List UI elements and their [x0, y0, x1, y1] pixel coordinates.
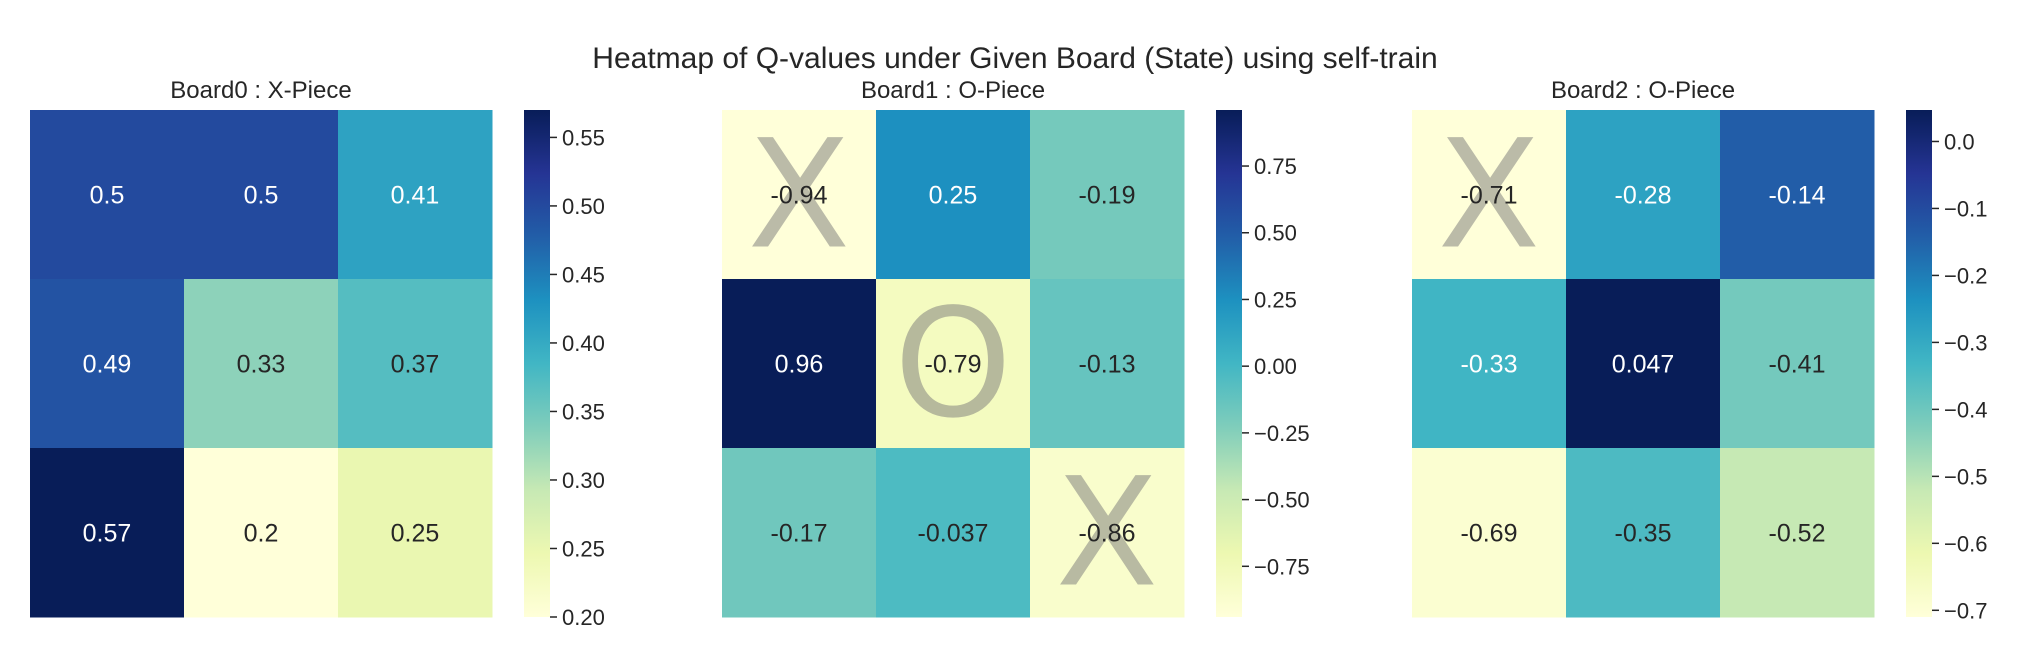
x-piece-mark: X — [1438, 109, 1541, 283]
colorbar-tick-label: 0.35 — [562, 399, 605, 424]
heatmap-cell — [876, 448, 1031, 618]
colorbar-tick-label: 0.25 — [562, 536, 605, 561]
cell-value-label: -0.037 — [918, 520, 989, 548]
colorbar-tick-label: −0.50 — [1254, 488, 1310, 513]
heatmap-panel-0: Board0 : X-Piece 0.5 0.5 0.41 0.49 0.33 0.37 0.… — [30, 77, 605, 630]
colorbar-tick-label: −0.1 — [1944, 196, 1987, 221]
colorbar-tick-label: 0.50 — [1254, 221, 1297, 246]
cell-value-label: -0.86 — [1079, 520, 1136, 548]
heatmap-cell — [338, 448, 493, 618]
heatmap-panel-2: Board2 : O-Piece X-0.71 -0.28 -0.14 -0.33 0.0… — [1412, 77, 1987, 623]
heatmap-cell — [1720, 279, 1875, 449]
colorbar — [1906, 110, 1932, 617]
heatmap-cell — [184, 110, 339, 280]
cell-value-label: 0.2 — [244, 520, 279, 548]
cell-value-label: 0.5 — [90, 182, 125, 210]
heatmap-cell — [722, 110, 877, 280]
cell-value-label: 0.33 — [237, 351, 286, 379]
heatmap-cell — [1412, 448, 1567, 618]
colorbar-tick-label: 0.45 — [562, 262, 605, 287]
colorbar-tick-label: −0.6 — [1944, 531, 1987, 556]
heatmap-cell — [1566, 448, 1721, 618]
colorbar — [1216, 110, 1242, 617]
colorbar-tick-label: 0.75 — [1254, 154, 1297, 179]
colorbar-tick-label: 0.30 — [562, 468, 605, 493]
cell-value-label: -0.69 — [1461, 520, 1518, 548]
heatmap-cell — [30, 110, 185, 280]
cell-value-label: 0.37 — [391, 351, 440, 379]
heatmap-cell — [1566, 279, 1721, 449]
figure-title: Heatmap of Q-values under Given Board (S… — [592, 42, 1437, 75]
cell-value-label: 0.5 — [244, 182, 279, 210]
heatmap-cell — [1412, 110, 1567, 280]
cell-value-label: 0.41 — [391, 182, 440, 210]
heatmap-cell — [1720, 448, 1875, 618]
colorbar-tick-label: 0.40 — [562, 331, 605, 356]
colorbar-tick-label: 0.50 — [562, 194, 605, 219]
cell-value-label: -0.28 — [1615, 182, 1672, 210]
colorbar-tick-label: −0.2 — [1944, 263, 1987, 288]
heatmap-panels: Board0 : X-Piece 0.5 0.5 0.41 0.49 0.33 0.37 0.… — [30, 77, 1987, 630]
colorbar-tick-label: 0.55 — [562, 125, 605, 150]
x-piece-mark: X — [748, 109, 851, 283]
heatmap-cell — [1720, 110, 1875, 280]
colorbar — [524, 110, 550, 617]
heatmap-cell — [30, 448, 185, 618]
subplot-title: Board1 : O-Piece — [861, 77, 1045, 104]
colorbar-tick-label: −0.4 — [1944, 397, 1987, 422]
cell-value-label: -0.79 — [925, 351, 982, 379]
heatmap-cell — [338, 279, 493, 449]
colorbar-tick-label: −0.3 — [1944, 330, 1987, 355]
heatmap-cell — [722, 279, 877, 449]
cell-value-label: 0.047 — [1612, 351, 1675, 379]
cell-value-label: -0.52 — [1769, 520, 1826, 548]
heatmap-cell — [1030, 279, 1185, 449]
cell-value-label: -0.33 — [1461, 351, 1518, 379]
colorbar-tick-label: −0.5 — [1944, 464, 1987, 489]
heatmap-cell — [1412, 279, 1567, 449]
colorbar-tick-label: −0.75 — [1254, 554, 1310, 579]
heatmap-cell — [1030, 110, 1185, 280]
heatmap-cell — [722, 448, 877, 618]
colorbar-tick-label: 0.0 — [1944, 129, 1975, 154]
cell-value-label: 0.96 — [775, 351, 824, 379]
cell-value-label: 0.49 — [83, 351, 132, 379]
colorbar-tick-label: −0.25 — [1254, 421, 1310, 446]
cell-value-label: -0.14 — [1769, 182, 1826, 210]
heatmap-cell — [1030, 448, 1185, 618]
heatmap-cell — [876, 279, 1031, 449]
cell-value-label: 0.57 — [83, 520, 132, 548]
heatmap-cell — [338, 110, 493, 280]
subplot-title: Board2 : O-Piece — [1551, 77, 1735, 104]
colorbar-tick-label: 0.20 — [562, 605, 605, 630]
cell-value-label: -0.94 — [771, 182, 828, 210]
colorbar-tick-label: −0.7 — [1944, 598, 1987, 623]
o-piece-mark: O — [894, 278, 1012, 452]
colorbar-tick-label: 0.00 — [1254, 354, 1297, 379]
heatmap-cell — [1566, 110, 1721, 280]
cell-value-label: -0.19 — [1079, 182, 1136, 210]
cell-value-label: -0.35 — [1615, 520, 1672, 548]
subplot-title: Board0 : X-Piece — [170, 77, 351, 104]
heatmap-cell — [30, 279, 185, 449]
heatmap-cell — [876, 110, 1031, 280]
heatmap-cell — [184, 279, 339, 449]
cell-value-label: 0.25 — [391, 520, 440, 548]
cell-value-label: -0.41 — [1769, 351, 1826, 379]
x-piece-mark: X — [1056, 447, 1159, 621]
cell-value-label: -0.17 — [771, 520, 828, 548]
cell-value-label: -0.13 — [1079, 351, 1136, 379]
colorbar-tick-label: 0.25 — [1254, 287, 1297, 312]
cell-value-label: 0.25 — [929, 182, 978, 210]
cell-value-label: -0.71 — [1461, 182, 1518, 210]
heatmap-cell — [184, 448, 339, 618]
